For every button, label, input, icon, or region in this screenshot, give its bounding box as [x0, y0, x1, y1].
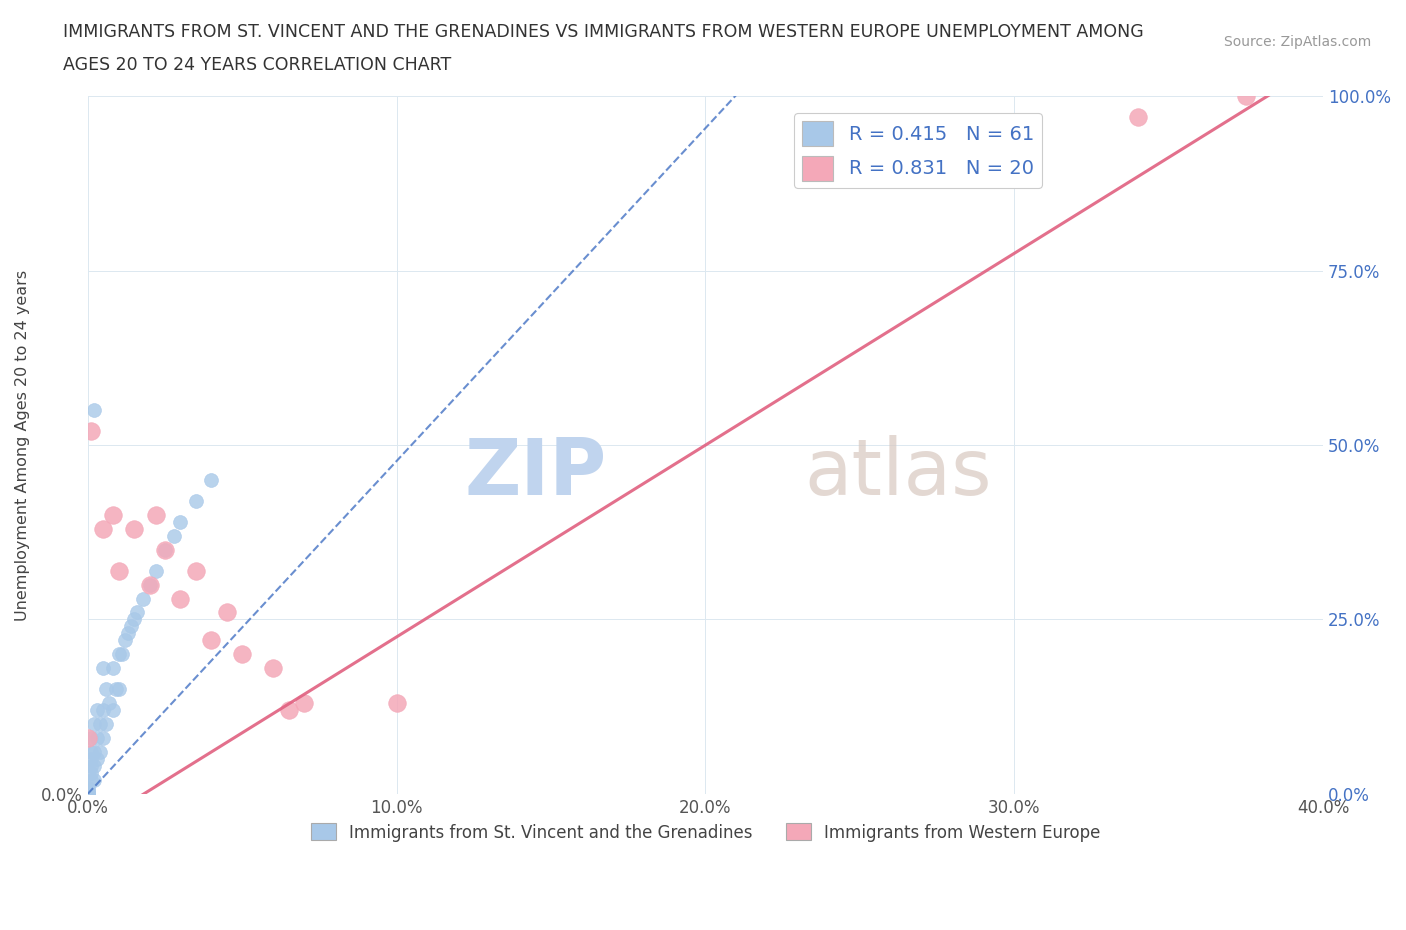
Point [76, 787, 98, 802]
Point [76, 781, 98, 796]
Point [169, 514, 191, 529]
Point [107, 564, 129, 578]
Text: atlas: atlas [804, 435, 991, 511]
Point [184, 564, 207, 578]
Point [277, 703, 299, 718]
Point [86, 731, 108, 746]
Point [76, 787, 98, 802]
Point [76, 787, 98, 802]
Point [80, 731, 103, 746]
Point [76, 787, 98, 802]
Point [145, 564, 167, 578]
Point [101, 703, 124, 718]
Point [122, 522, 145, 537]
Point [138, 578, 160, 592]
Point [76, 787, 98, 802]
Point [96, 682, 118, 697]
Point [262, 661, 284, 676]
Point [138, 578, 160, 592]
Point [80, 773, 103, 788]
Point [76, 787, 98, 802]
Point [385, 696, 408, 711]
Point [101, 661, 124, 676]
Point [145, 508, 167, 523]
Point [96, 717, 118, 732]
Point [80, 745, 103, 760]
Point [83, 403, 105, 418]
Point [91, 731, 114, 746]
Point [83, 717, 105, 732]
Point [80, 424, 103, 439]
Point [292, 696, 315, 711]
Text: Source: ZipAtlas.com: Source: ZipAtlas.com [1223, 35, 1371, 49]
Point [83, 745, 105, 760]
Point [76, 787, 98, 802]
Point [91, 703, 114, 718]
Point [107, 682, 129, 697]
Point [101, 508, 124, 523]
Point [169, 591, 191, 606]
Point [76, 787, 98, 802]
Point [76, 731, 98, 746]
Point [153, 542, 176, 557]
Point [111, 647, 134, 662]
Point [104, 682, 127, 697]
Text: ZIP: ZIP [464, 435, 606, 511]
Point [89, 717, 111, 732]
Point [76, 787, 98, 802]
Point [117, 626, 139, 641]
Point [91, 661, 114, 676]
Point [1126, 110, 1149, 125]
Point [76, 787, 98, 802]
Point [76, 787, 98, 802]
Point [107, 647, 129, 662]
Point [231, 647, 253, 662]
Point [163, 528, 186, 543]
Legend: Immigrants from St. Vincent and the Grenadines, Immigrants from Western Europe: Immigrants from St. Vincent and the Gren… [304, 817, 1107, 848]
Point [83, 773, 105, 788]
Point [200, 633, 222, 648]
Point [80, 751, 103, 766]
Point [91, 522, 114, 537]
Point [120, 619, 142, 634]
Point [127, 605, 149, 620]
Point [184, 494, 207, 509]
Point [132, 591, 155, 606]
Point [1234, 89, 1257, 104]
Point [76, 784, 98, 799]
Point [89, 745, 111, 760]
Point [76, 787, 98, 802]
Point [200, 472, 222, 487]
Point [98, 696, 121, 711]
Point [86, 751, 108, 766]
Point [80, 765, 103, 780]
Point [76, 787, 98, 802]
Y-axis label: Unemployment Among Ages 20 to 24 years: Unemployment Among Ages 20 to 24 years [15, 270, 30, 620]
Point [76, 783, 98, 798]
Point [114, 633, 136, 648]
Point [122, 612, 145, 627]
Point [76, 787, 98, 802]
Point [153, 542, 176, 557]
Point [215, 605, 238, 620]
Text: AGES 20 TO 24 YEARS CORRELATION CHART: AGES 20 TO 24 YEARS CORRELATION CHART [63, 56, 451, 73]
Point [80, 759, 103, 774]
Text: IMMIGRANTS FROM ST. VINCENT AND THE GRENADINES VS IMMIGRANTS FROM WESTERN EUROPE: IMMIGRANTS FROM ST. VINCENT AND THE GREN… [63, 23, 1144, 41]
Point [86, 703, 108, 718]
Point [76, 787, 98, 802]
Point [76, 787, 98, 802]
Point [76, 787, 98, 802]
Point [83, 759, 105, 774]
